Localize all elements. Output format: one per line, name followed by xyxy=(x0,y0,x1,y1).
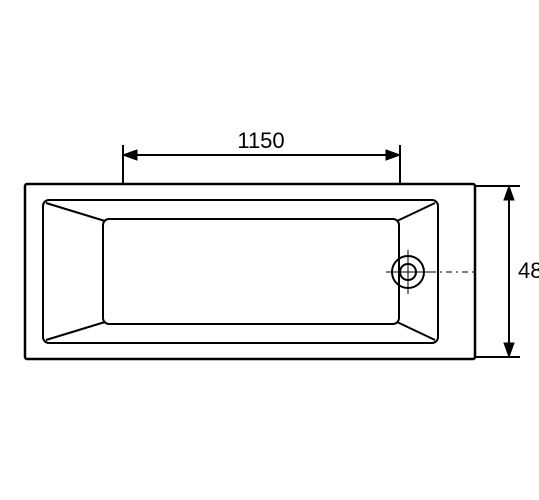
dimension-height: 480 xyxy=(475,186,539,357)
dimension-height-value: 480 xyxy=(518,258,539,283)
dimension-width-value: 1150 xyxy=(237,128,284,153)
bathtub-technical-drawing: 1150 480 xyxy=(0,0,539,500)
dimension-width: 1150 xyxy=(123,128,400,184)
